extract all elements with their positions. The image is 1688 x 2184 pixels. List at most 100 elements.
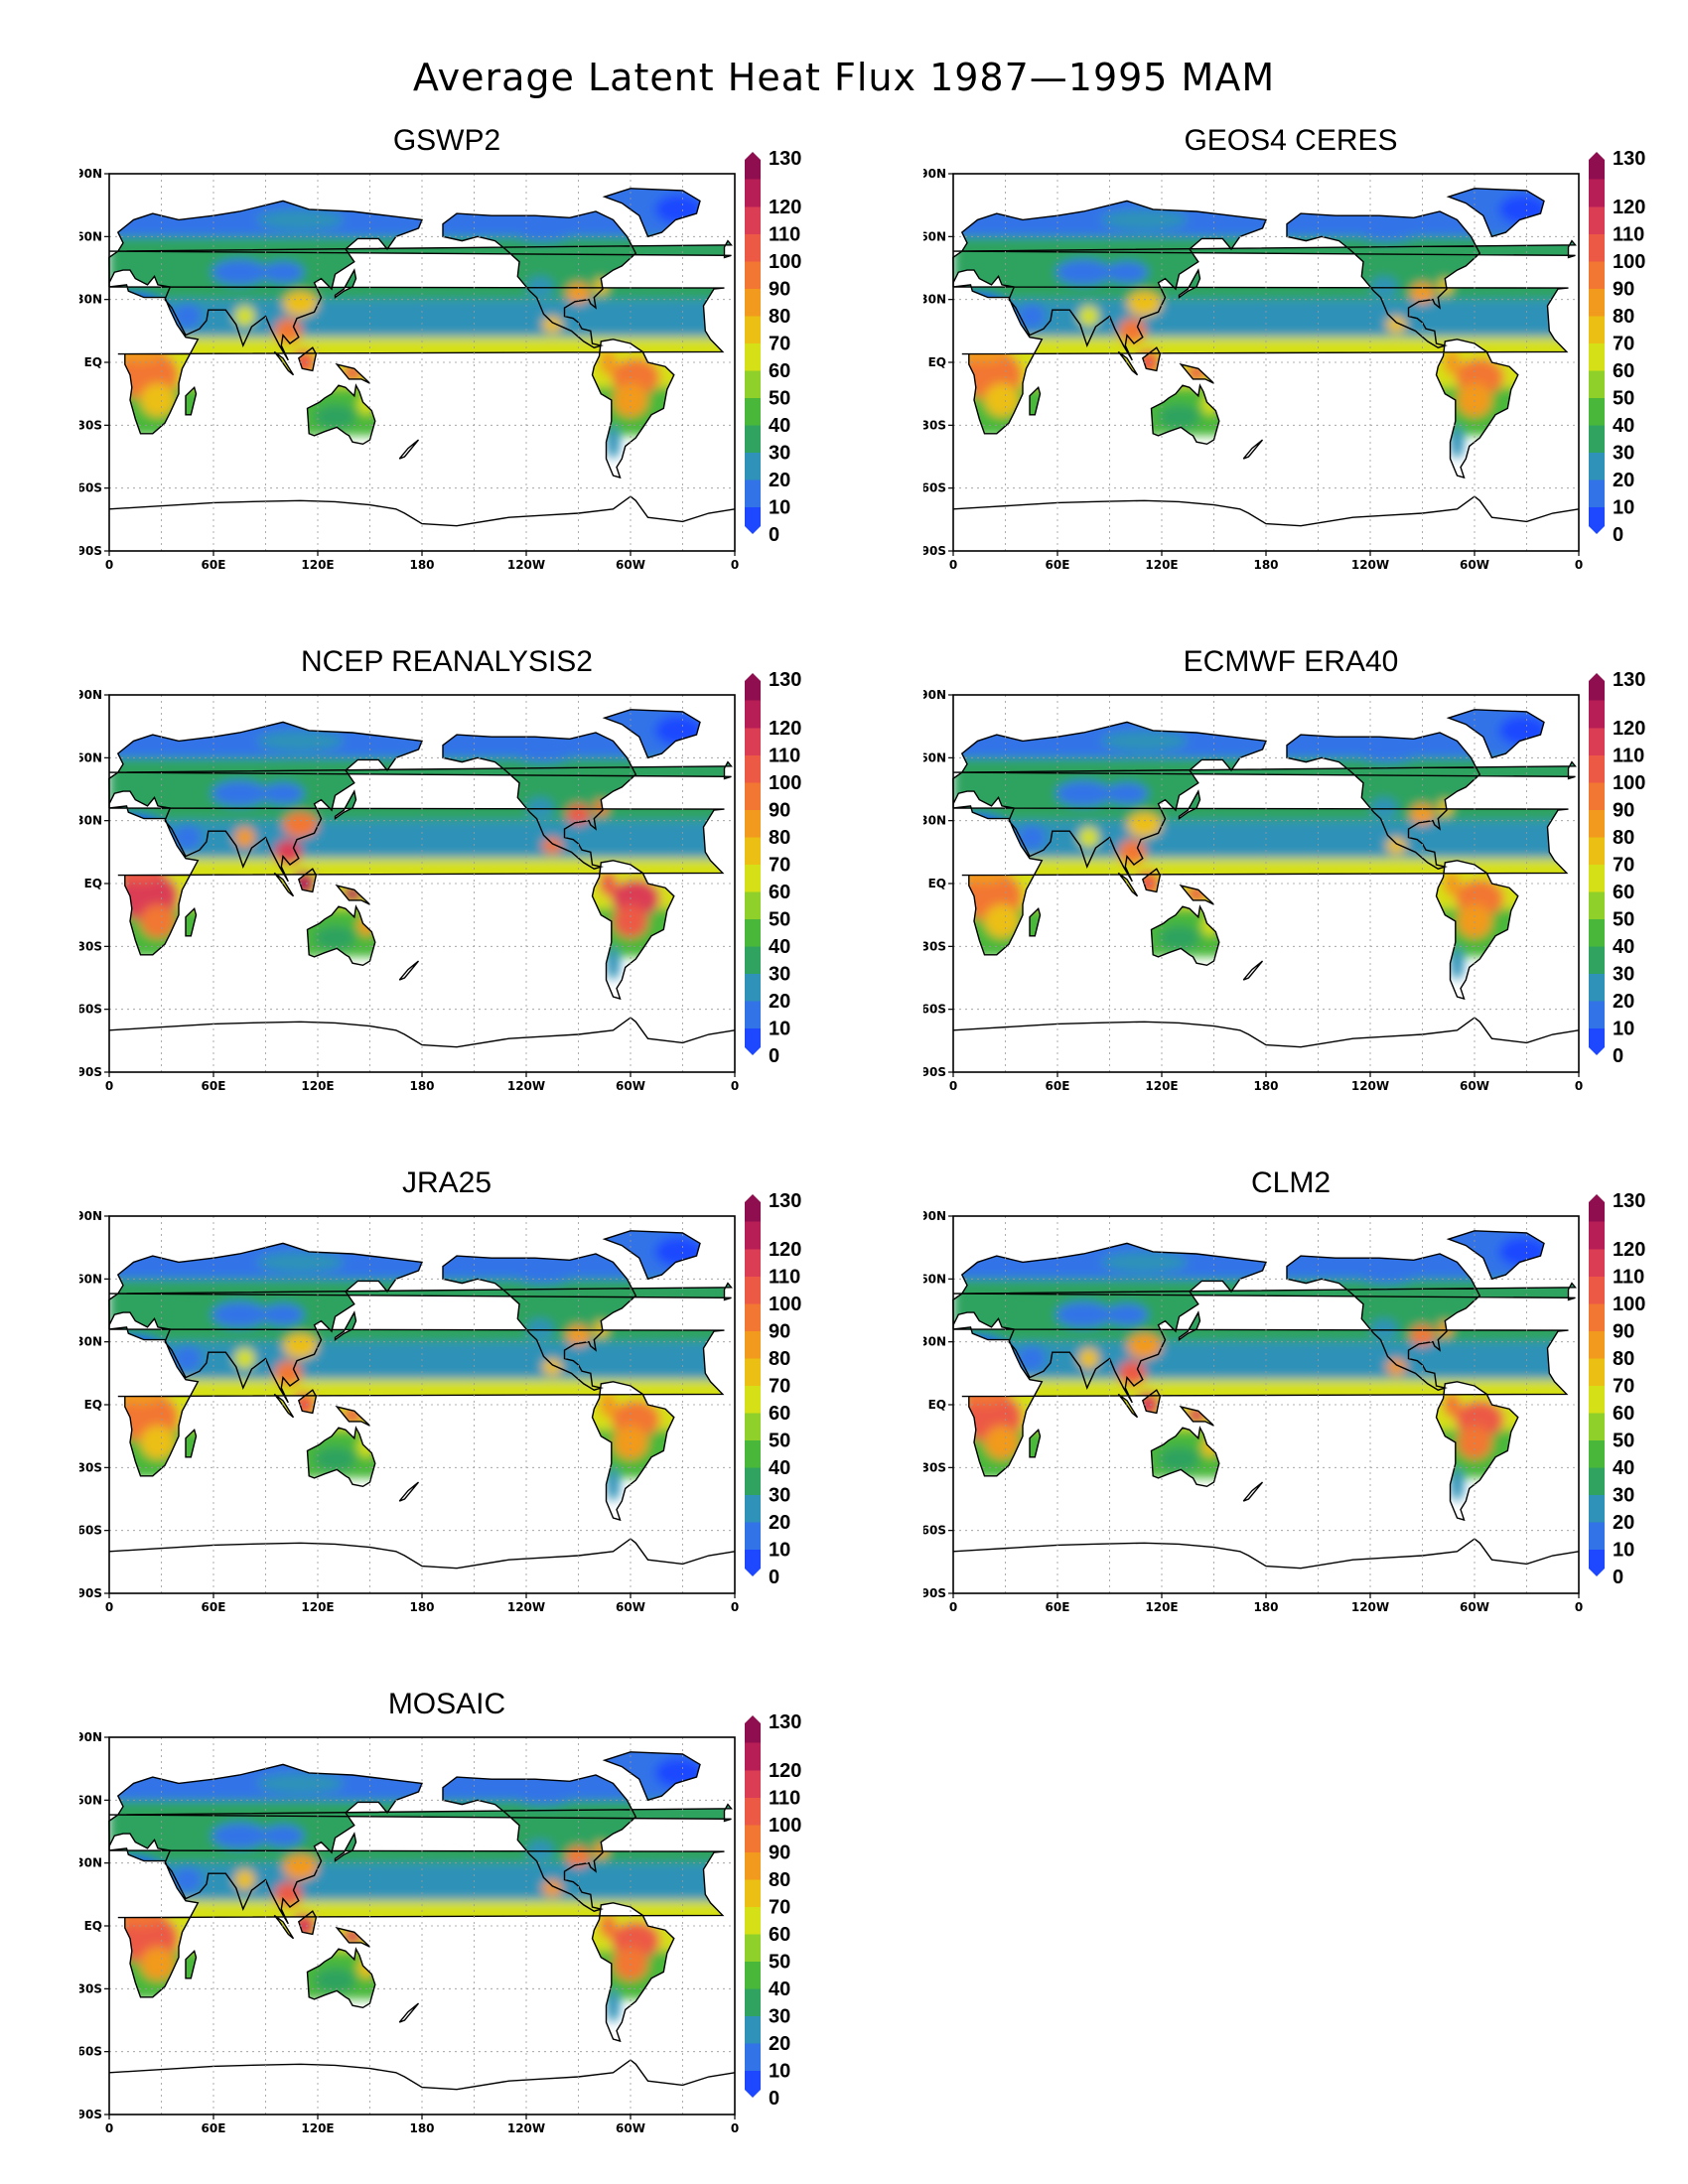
colorbar-label: 50 xyxy=(1613,1431,1634,1452)
colorbar-segment xyxy=(745,1549,761,1576)
map-panel: GEOS4 CERES 90N 60N 30N EQ 30S 60S 90S 0 60E 120E 1… xyxy=(923,124,1688,581)
colorbar-label: 80 xyxy=(769,827,790,849)
colorbar-segment xyxy=(745,1879,761,1907)
colorbar-segment xyxy=(1589,1467,1605,1495)
lat-tick-label: 30S xyxy=(79,1981,102,1995)
lon-tick-label: 180 xyxy=(409,1600,434,1614)
colorbar-label: 120 xyxy=(769,197,801,218)
colorbar-label: 90 xyxy=(1613,800,1634,822)
colorbar-segment xyxy=(745,946,761,974)
colorbar-label: 70 xyxy=(1613,1376,1634,1398)
lon-tick-label: 120W xyxy=(507,558,545,572)
colorbar-segment xyxy=(1589,973,1605,1002)
lon-tick-label: 60W xyxy=(616,1079,645,1093)
coastline xyxy=(108,709,733,1001)
colorbar-label: 110 xyxy=(1613,746,1644,767)
lat-tick-label: 30N xyxy=(79,1856,102,1870)
colorbar-segment xyxy=(745,261,761,289)
lon-tick-label: 0 xyxy=(105,1079,113,1093)
colorbar-label: 0 xyxy=(769,1567,779,1588)
colorbar-label: 120 xyxy=(769,1760,801,1782)
colorbar-segment xyxy=(1589,370,1605,398)
lat-tick-label: 60S xyxy=(79,1003,102,1017)
colorbar-segment xyxy=(1589,397,1605,426)
lat-tick-label: 60S xyxy=(79,1524,102,1538)
lon-tick-label: 0 xyxy=(105,558,113,572)
colorbar-label: 40 xyxy=(769,1457,790,1479)
colorbar-label: 110 xyxy=(769,746,800,767)
colorbar-label: 90 xyxy=(1613,1321,1634,1343)
colorbar-label: 40 xyxy=(1613,1457,1634,1479)
lon-tick-label: 60E xyxy=(1046,1600,1070,1614)
colorbar-segment xyxy=(1589,1001,1605,1028)
colorbar-segment xyxy=(1589,342,1605,371)
colorbar-segment xyxy=(745,288,761,317)
colorbar-segment xyxy=(745,1303,761,1331)
colorbar-segment xyxy=(745,864,761,892)
colorbar-label: 110 xyxy=(1613,224,1644,246)
lon-tick-label: 180 xyxy=(409,1079,434,1093)
colorbar-segment xyxy=(745,918,761,947)
lon-tick-label: 60W xyxy=(1460,1600,1489,1614)
colorbar-label: 10 xyxy=(769,1540,790,1562)
colorbar-segment xyxy=(745,2015,761,2044)
colorbar-label: 30 xyxy=(769,2006,790,2028)
lon-tick-label: 120W xyxy=(1351,1600,1389,1614)
colorbar-label: 120 xyxy=(1613,718,1645,740)
colorbar-label: 70 xyxy=(769,334,790,355)
lon-tick-label: 60W xyxy=(616,558,645,572)
lat-tick-label: EQ xyxy=(84,355,102,369)
colorbar-label: 10 xyxy=(1613,1019,1634,1040)
colorbar-segment xyxy=(745,1797,761,1826)
panel-title: MOSAIC xyxy=(387,1688,506,1720)
lon-tick-label: 0 xyxy=(1575,1600,1583,1614)
coastline xyxy=(108,1751,733,2043)
colorbar-segment xyxy=(745,2043,761,2071)
colorbar-label: 40 xyxy=(1613,936,1634,958)
lon-tick-label: 120W xyxy=(1351,558,1389,572)
colorbar-segment xyxy=(1589,700,1605,729)
lon-tick-label: 180 xyxy=(1253,558,1278,572)
colorbar-label: 90 xyxy=(769,1843,790,1864)
colorbar-segment xyxy=(745,973,761,1002)
lat-tick-label: 60S xyxy=(923,1003,946,1017)
lat-tick-label: 30S xyxy=(923,939,946,953)
colorbar-segment xyxy=(745,179,761,207)
colorbar-label: 20 xyxy=(769,470,790,491)
colorbar-label: 20 xyxy=(1613,1512,1634,1534)
colorbar-label: 20 xyxy=(769,2033,790,2055)
colorbar-segment xyxy=(1589,1522,1605,1550)
colorbar-segment xyxy=(1589,1494,1605,1523)
colorbar: 0 10 20 30 40 50 60 70 80 90 100 110 120 130 xyxy=(1589,148,1645,546)
lat-tick-label: 90N xyxy=(923,167,946,181)
colorbar-segment xyxy=(745,891,761,919)
colorbar-label: 50 xyxy=(769,1431,790,1452)
colorbar-label: 30 xyxy=(1613,1485,1634,1507)
lon-tick-label: 180 xyxy=(1253,1079,1278,1093)
colorbar-label: 40 xyxy=(1613,415,1634,437)
colorbar-segment xyxy=(745,506,761,534)
lat-tick-label: 60S xyxy=(923,481,946,495)
colorbar-label: 100 xyxy=(769,772,801,794)
colorbar-segment xyxy=(1589,288,1605,317)
colorbar-label: 0 xyxy=(1613,1045,1623,1067)
lon-tick-label: 120E xyxy=(301,1600,334,1614)
lat-tick-label: 30N xyxy=(79,1335,102,1349)
colorbar-label: 10 xyxy=(769,497,790,519)
colorbar-segment xyxy=(745,1961,761,1989)
colorbar-segment xyxy=(1589,891,1605,919)
colorbar: 0 10 20 30 40 50 60 70 80 90 100 110 120 130 xyxy=(745,669,801,1067)
colorbar-label: 100 xyxy=(1613,1294,1645,1315)
colorbar-segment xyxy=(745,479,761,507)
colorbar-label: 80 xyxy=(1613,827,1634,849)
colorbar-segment xyxy=(745,1413,761,1440)
colorbar-label: 90 xyxy=(769,279,790,301)
lon-tick-label: 120W xyxy=(507,1079,545,1093)
colorbar-label: 120 xyxy=(769,1239,801,1261)
colorbar-segment xyxy=(1589,864,1605,892)
map-panel: ECMWF ERA40 90N 60N 30N EQ 30S 60S 90S 0 60E 120E 1… xyxy=(923,645,1688,1102)
colorbar-segment xyxy=(745,1358,761,1386)
